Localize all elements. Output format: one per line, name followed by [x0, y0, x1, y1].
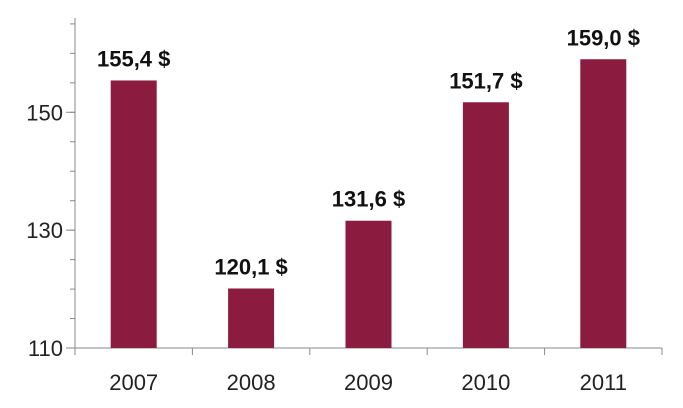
- data-labels: 155,4 $ 120,1 $ 131,6 $ 151,7 $ 159,0 $: [97, 25, 640, 279]
- data-label-2010: 151,7 $: [449, 68, 522, 93]
- data-label-2011: 159,0 $: [567, 25, 640, 50]
- x-tick-label: 2007: [109, 370, 158, 395]
- x-tick-label: 2010: [461, 370, 510, 395]
- x-tick-label: 2009: [344, 370, 393, 395]
- x-tick-label: 2008: [227, 370, 276, 395]
- y-tick-label: 110: [28, 336, 63, 361]
- bar-2010: [462, 102, 509, 349]
- data-label-2008: 120,1 $: [214, 254, 287, 279]
- y-tick-label: 130: [26, 218, 63, 243]
- bar-2008: [228, 288, 275, 348]
- bar-2007: [110, 80, 157, 348]
- y-tick-label: 150: [26, 100, 63, 125]
- bar-2011: [580, 59, 627, 348]
- bars: [110, 59, 627, 349]
- bar-2009: [345, 220, 392, 348]
- x-tick-label: 2011: [580, 370, 627, 395]
- x-axis: 2007 2008 2009 2010 2011: [74, 347, 663, 395]
- data-label-2009: 131,6 $: [332, 187, 405, 212]
- y-axis: 110 130 150: [26, 18, 76, 361]
- data-label-2007: 155,4 $: [97, 46, 170, 71]
